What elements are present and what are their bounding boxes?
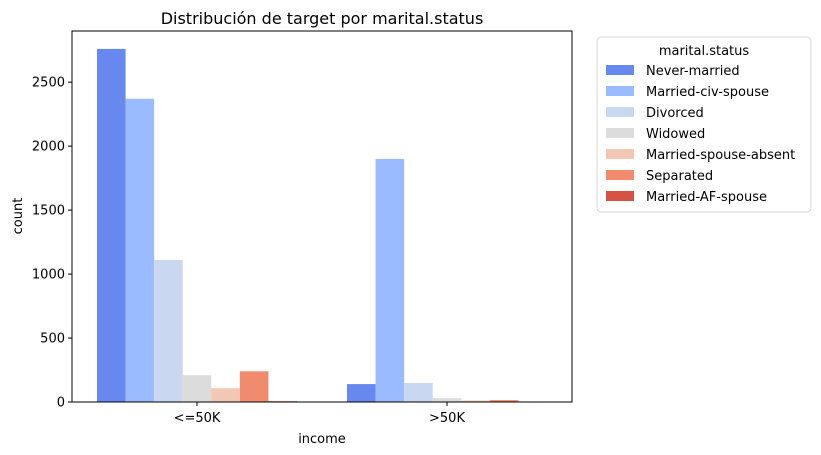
legend-label: Married-civ-spouse	[646, 85, 769, 100]
bar	[489, 400, 519, 402]
x-axis: <=50K >50K	[174, 402, 465, 426]
y-axis-label: count	[11, 198, 26, 235]
chart-title: Distribución de target por marital.statu…	[161, 9, 484, 28]
y-tick-label: 1000	[32, 268, 65, 283]
bar	[375, 158, 405, 402]
bar	[432, 398, 462, 402]
bar	[239, 371, 269, 402]
legend-swatch	[606, 128, 634, 138]
x-axis-label: income	[298, 432, 346, 447]
legend-label: Married-spouse-absent	[646, 148, 795, 163]
legend-swatch	[606, 149, 634, 159]
legend-label: Never-married	[646, 64, 740, 79]
y-tick-label: 500	[40, 332, 65, 347]
legend-label: Married-AF-spouse	[646, 190, 767, 205]
bar	[154, 259, 183, 402]
legend-title: marital.status	[659, 44, 750, 59]
bar	[461, 400, 490, 402]
bar	[404, 383, 433, 402]
legend-label: Separated	[646, 169, 713, 184]
x-tick-label: <=50K	[174, 411, 221, 426]
legend: marital.status Never-married Married-civ-…	[596, 36, 812, 213]
plot-frame	[71, 30, 573, 403]
bar	[182, 375, 212, 402]
legend-swatch	[606, 107, 634, 117]
y-tick-label: 0	[57, 396, 65, 411]
legend-swatch	[606, 191, 634, 201]
legend-swatch	[606, 86, 634, 96]
y-tick-label: 1500	[32, 204, 65, 219]
legend-label: Divorced	[646, 106, 704, 121]
legend-label: Widowed	[646, 127, 705, 142]
bar	[211, 388, 240, 402]
y-tick-label: 2500	[32, 76, 65, 91]
bars-group	[97, 48, 547, 403]
legend-swatch	[606, 65, 634, 75]
legend-swatch	[606, 170, 634, 180]
legend-items: Never-married Married-civ-spouse Divorced W…	[606, 64, 795, 205]
x-tick-label: >50K	[429, 411, 465, 426]
bar	[125, 98, 155, 402]
bar	[97, 48, 126, 403]
bar	[347, 384, 376, 402]
y-tick-label: 2000	[32, 140, 65, 155]
legend-frame	[596, 36, 812, 213]
y-axis: 0 500 1000 1500 2000 2500	[32, 76, 72, 411]
